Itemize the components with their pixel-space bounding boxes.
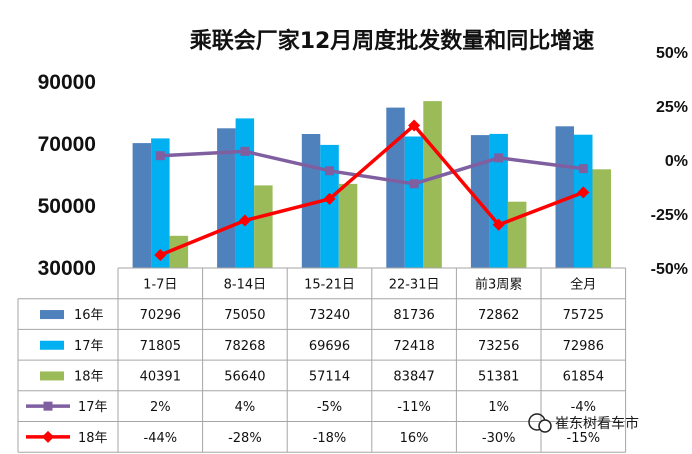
data-label: 81736 xyxy=(393,308,434,323)
legend-label: 18年 xyxy=(74,369,104,384)
y-tick-label: 50000 xyxy=(38,195,96,218)
legend-label: 17年 xyxy=(78,400,108,415)
y2-tick-label: 25% xyxy=(656,99,688,116)
data-label: 16% xyxy=(400,431,429,446)
data-label: 69696 xyxy=(309,339,350,354)
point-18年-15-21日 xyxy=(323,192,336,205)
data-label: 75725 xyxy=(563,308,604,323)
data-label: 56640 xyxy=(224,369,265,384)
bar-18年-15-21日 xyxy=(338,183,358,268)
point-18年-22-31日 xyxy=(408,119,421,132)
point-17年-前3周累 xyxy=(494,153,504,163)
legend-swatch-17年 xyxy=(40,340,64,350)
point-17年-1-7日 xyxy=(155,151,165,161)
data-label: -44% xyxy=(144,431,178,446)
data-label: 71805 xyxy=(140,339,181,354)
legend-label: 16年 xyxy=(74,308,104,323)
bar-17年-前3周累 xyxy=(489,133,508,268)
chart-title: 乘联会厂家12月周度批发数量和同比增速 xyxy=(189,28,595,54)
category-label: 前3周累 xyxy=(475,276,522,292)
y2-tick-label: 0% xyxy=(665,153,688,170)
category-label: 全月 xyxy=(570,276,596,292)
line-17年 xyxy=(160,149,584,186)
y2-axis-ticks: -50% -25% 0% 25% 50% xyxy=(651,45,688,278)
y2-tick-label: 50% xyxy=(656,45,688,62)
point-17年-全月 xyxy=(578,164,588,174)
data-label: 73256 xyxy=(478,339,519,354)
data-label: 51381 xyxy=(478,369,519,384)
point-18年-前3周累 xyxy=(492,218,505,231)
bar-17年-15-21日 xyxy=(320,144,339,268)
data-label: 2% xyxy=(150,400,171,415)
y-tick-label: 70000 xyxy=(38,133,96,156)
data-label: -4% xyxy=(571,400,596,415)
data-label: 61854 xyxy=(563,369,604,384)
bar-16年-22-31日 xyxy=(386,107,405,268)
data-label: -15% xyxy=(567,431,601,446)
data-label: 72986 xyxy=(563,339,604,354)
legend-label: 17年 xyxy=(74,339,104,354)
point-17年-8-14日 xyxy=(240,146,250,156)
point-18年-全月 xyxy=(577,186,590,199)
bar-16年-全月 xyxy=(555,126,574,268)
y-axis-ticks: 30000 50000 70000 90000 xyxy=(38,71,96,280)
watermark-text: 崔东树看车市 xyxy=(555,415,639,432)
data-label: 72862 xyxy=(478,308,519,323)
bar-16年-8-14日 xyxy=(217,128,236,268)
data-table: 1-7日 8-14日 15-21日 22-31日 前3周累 全月 16年 70296 75050… xyxy=(17,267,627,453)
y-tick-label: 30000 xyxy=(38,257,96,280)
bar-17年-全月 xyxy=(574,134,593,268)
category-label: 15-21日 xyxy=(304,277,355,292)
point-18年-1-7日 xyxy=(154,249,167,262)
data-label: 75050 xyxy=(224,308,265,323)
bar-16年-1-7日 xyxy=(132,143,152,268)
point-17年-15-21日 xyxy=(325,166,334,176)
wechat-icon-bubble xyxy=(538,419,552,433)
data-label: 40391 xyxy=(140,369,181,384)
data-label: -5% xyxy=(317,400,342,415)
legend-label: 18年 xyxy=(78,431,108,446)
data-label: -18% xyxy=(313,431,347,446)
line-18年 xyxy=(159,123,584,257)
category-label: 8-14日 xyxy=(224,277,267,292)
data-label: -30% xyxy=(482,431,516,446)
legend-swatch-18年 xyxy=(40,371,64,381)
data-label: 4% xyxy=(235,400,256,415)
category-label: 1-7日 xyxy=(143,277,177,292)
data-label: 78268 xyxy=(224,339,265,354)
data-label: 70296 xyxy=(140,308,181,323)
bar-18年-22-31日 xyxy=(423,101,442,268)
data-label: 72418 xyxy=(393,339,434,354)
y2-tick-label: -50% xyxy=(651,261,688,278)
data-label: 73240 xyxy=(309,308,350,323)
data-label: -11% xyxy=(397,400,431,415)
y-tick-label: 90000 xyxy=(38,71,96,94)
legend-swatch-16年 xyxy=(40,310,64,320)
bar-18年-8-14日 xyxy=(254,185,273,268)
y2-tick-label: -25% xyxy=(651,207,688,224)
category-label: 22-31日 xyxy=(389,277,440,292)
legend-marker-17年 xyxy=(43,401,53,411)
data-label: 1% xyxy=(488,400,509,415)
point-18年-8-14日 xyxy=(238,214,251,227)
line-series xyxy=(154,119,590,262)
data-label: 57114 xyxy=(309,369,350,384)
watermark: 崔东树看车市 xyxy=(528,413,639,433)
bar-18年-前3周累 xyxy=(507,201,527,268)
data-label: 83847 xyxy=(393,369,434,384)
bar-17年-22-31日 xyxy=(404,136,424,268)
bar-17年-8-14日 xyxy=(235,118,255,269)
bar-18年-全月 xyxy=(592,169,611,268)
data-label: -28% xyxy=(228,431,262,446)
bar-17年-1-7日 xyxy=(151,138,170,268)
point-17年-22-31日 xyxy=(409,179,419,189)
legend-marker-18年 xyxy=(42,430,54,443)
